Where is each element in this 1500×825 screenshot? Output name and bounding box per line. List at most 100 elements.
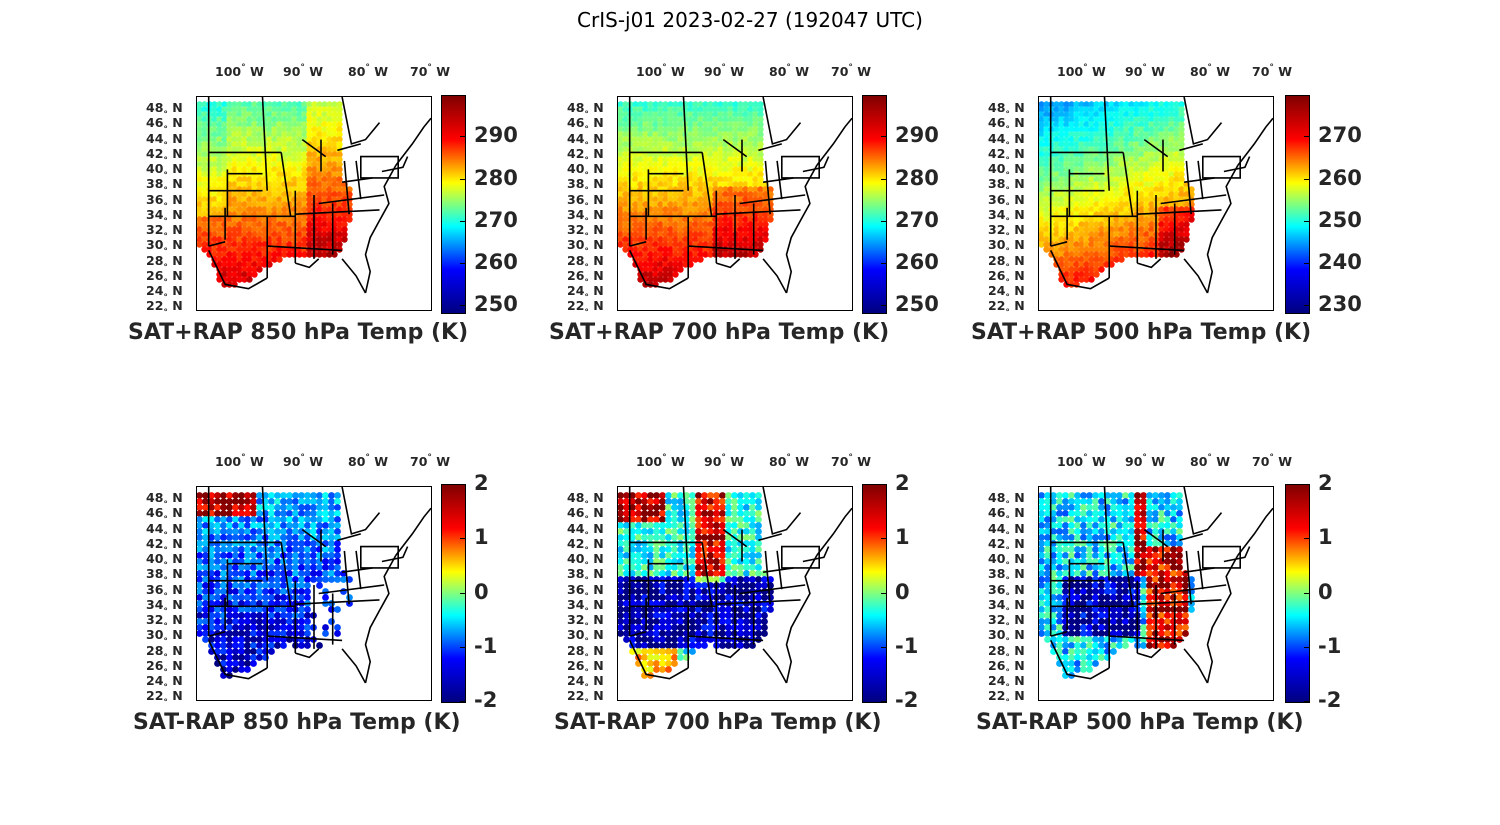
data-point xyxy=(1153,151,1160,158)
data-point xyxy=(1078,221,1085,228)
map-plot-area[interactable] xyxy=(617,486,853,701)
lat-tick-label: 34° N xyxy=(567,206,604,227)
state-border-line xyxy=(208,241,226,247)
data-point xyxy=(737,216,744,223)
data-point xyxy=(336,181,343,188)
data-point xyxy=(687,156,694,163)
state-border-line xyxy=(1143,138,1169,158)
data-point xyxy=(689,558,696,565)
data-point xyxy=(1178,156,1185,163)
data-point xyxy=(1083,256,1090,263)
data-point xyxy=(743,624,750,631)
state-border-line xyxy=(1197,160,1204,200)
data-point xyxy=(336,171,343,178)
data-point xyxy=(1108,136,1115,143)
map-plot-area[interactable] xyxy=(1038,96,1274,311)
data-point xyxy=(236,246,243,253)
data-point xyxy=(238,600,245,607)
data-point xyxy=(321,241,328,248)
state-border-line xyxy=(1237,117,1273,166)
data-point xyxy=(707,492,714,499)
state-border-line xyxy=(628,640,689,680)
data-point xyxy=(292,492,299,499)
data-point xyxy=(637,171,644,178)
data-point xyxy=(310,564,317,571)
data-point xyxy=(268,576,275,583)
data-point xyxy=(226,136,233,143)
data-point xyxy=(301,181,308,188)
data-point xyxy=(226,251,233,258)
data-point xyxy=(1088,216,1095,223)
data-point xyxy=(712,176,719,183)
data-point xyxy=(250,648,257,655)
data-point xyxy=(1062,522,1069,529)
data-point xyxy=(629,564,636,571)
map-plot-area[interactable] xyxy=(196,96,432,311)
data-point xyxy=(1178,241,1185,248)
data-point xyxy=(197,106,203,113)
data-point xyxy=(672,246,679,253)
data-point xyxy=(642,201,649,208)
data-point xyxy=(707,161,714,168)
data-point xyxy=(632,121,639,128)
map-plot-area[interactable] xyxy=(617,96,853,311)
data-point xyxy=(304,576,311,583)
data-point xyxy=(301,161,308,168)
data-point xyxy=(737,510,744,517)
data-point xyxy=(211,141,218,148)
data-point xyxy=(707,141,714,148)
data-point xyxy=(665,528,672,535)
data-point xyxy=(1098,246,1105,253)
data-point xyxy=(687,136,694,143)
data-point xyxy=(1138,241,1145,248)
data-point xyxy=(653,576,660,583)
data-point xyxy=(647,146,654,153)
state-border-line xyxy=(267,635,343,642)
data-point xyxy=(717,176,724,183)
data-point xyxy=(266,191,273,198)
data-point xyxy=(1073,236,1080,243)
data-point xyxy=(251,236,258,243)
data-point xyxy=(629,600,636,607)
state-border-line xyxy=(295,258,320,269)
data-point xyxy=(1062,534,1069,541)
data-point xyxy=(231,236,238,243)
data-point xyxy=(268,606,275,613)
data-point xyxy=(1133,181,1140,188)
data-point xyxy=(1176,552,1183,559)
data-point xyxy=(1148,191,1155,198)
data-point xyxy=(1152,576,1159,583)
data-point xyxy=(1073,196,1080,203)
data-point xyxy=(677,570,684,577)
data-point xyxy=(659,636,666,643)
data-point xyxy=(749,540,756,547)
data-point xyxy=(653,624,660,631)
data-point xyxy=(642,251,649,258)
data-point xyxy=(665,630,672,637)
lat-tick-label: 36° N xyxy=(988,191,1025,212)
data-point xyxy=(220,570,227,577)
data-point xyxy=(707,186,714,193)
data-point xyxy=(677,648,684,655)
data-point xyxy=(250,594,257,601)
data-point xyxy=(336,161,343,168)
data-point xyxy=(310,576,317,583)
data-point xyxy=(677,654,684,661)
map-plot-area[interactable] xyxy=(196,486,432,701)
data-point xyxy=(1078,126,1085,133)
data-point xyxy=(695,528,702,535)
data-point xyxy=(697,221,704,228)
lon-tick-label: 80° W xyxy=(1190,63,1231,79)
data-point xyxy=(316,196,323,203)
data-point xyxy=(274,642,281,649)
data-point xyxy=(1063,176,1070,183)
data-point xyxy=(737,251,744,258)
data-point xyxy=(767,211,774,218)
data-point xyxy=(702,126,709,133)
data-point xyxy=(298,630,305,637)
map-plot-area[interactable] xyxy=(1038,486,1274,701)
state-border-line xyxy=(337,533,362,542)
data-point xyxy=(232,654,239,661)
state-border-line xyxy=(395,507,431,556)
lat-tick-label: 32° N xyxy=(146,612,183,632)
